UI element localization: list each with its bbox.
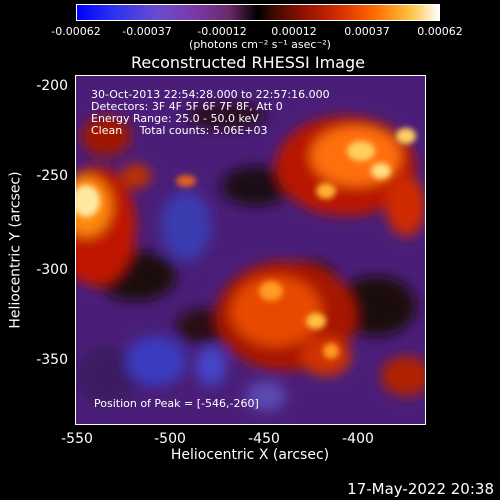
annotation-detectors: Detectors: 3F 4F 5F 6F 7F 8F, Att 0 xyxy=(91,100,283,113)
x-axis-label: Heliocentric X (arcsec) xyxy=(170,447,330,463)
annotation-time: 30-Oct-2013 22:54:28.000 to 22:57:16.000 xyxy=(91,88,330,101)
colorbar xyxy=(76,4,440,21)
annotation-energy: Energy Range: 25.0 - 50.0 keV xyxy=(91,112,259,125)
y-tick-label: -300 xyxy=(36,262,68,278)
y-tick-label: -350 xyxy=(36,352,68,368)
y-tick-label: -200 xyxy=(36,78,68,94)
colorbar-tick: 0.00062 xyxy=(417,25,463,38)
colorbar-tick: 0.00037 xyxy=(344,25,390,38)
x-tick-label: -450 xyxy=(248,431,280,447)
y-axis-label: Heliocentric Y (arcsec) xyxy=(7,171,24,329)
x-tick-label: -550 xyxy=(61,431,93,447)
y-tick-label: -250 xyxy=(36,168,68,184)
annotation-peak: Position of Peak = [-546,-260] xyxy=(94,397,259,410)
x-tick-label: -400 xyxy=(342,431,374,447)
colorbar-tick: 0.00012 xyxy=(271,25,317,38)
colorbar-tick: -0.00037 xyxy=(122,25,172,38)
colorbar-tick: -0.00012 xyxy=(197,25,247,38)
image-title: Reconstructed RHESSI Image xyxy=(131,53,365,72)
colorbar-tick: -0.00062 xyxy=(51,25,101,38)
colorbar-units: (photons cm⁻² s⁻¹ asec⁻²) xyxy=(189,38,331,51)
rhessi-image xyxy=(76,76,425,424)
annotation-clean: Clean Total counts: 5.06E+03 xyxy=(91,124,268,137)
footer-date: 17-May-2022 20:38 xyxy=(347,480,494,498)
x-tick-label: -500 xyxy=(154,431,186,447)
image-plot: 30-Oct-2013 22:54:28.000 to 22:57:16.000… xyxy=(75,75,426,425)
